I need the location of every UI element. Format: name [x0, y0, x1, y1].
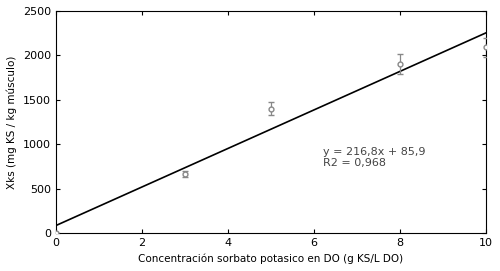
X-axis label: Concentración sorbato potasico en DO (g KS/L DO): Concentración sorbato potasico en DO (g … [138, 254, 404, 264]
Text: y = 216,8x + 85,9
R2 = 0,968: y = 216,8x + 85,9 R2 = 0,968 [322, 147, 425, 168]
Y-axis label: Xks (mg KS / kg músculo): Xks (mg KS / kg músculo) [7, 55, 18, 189]
